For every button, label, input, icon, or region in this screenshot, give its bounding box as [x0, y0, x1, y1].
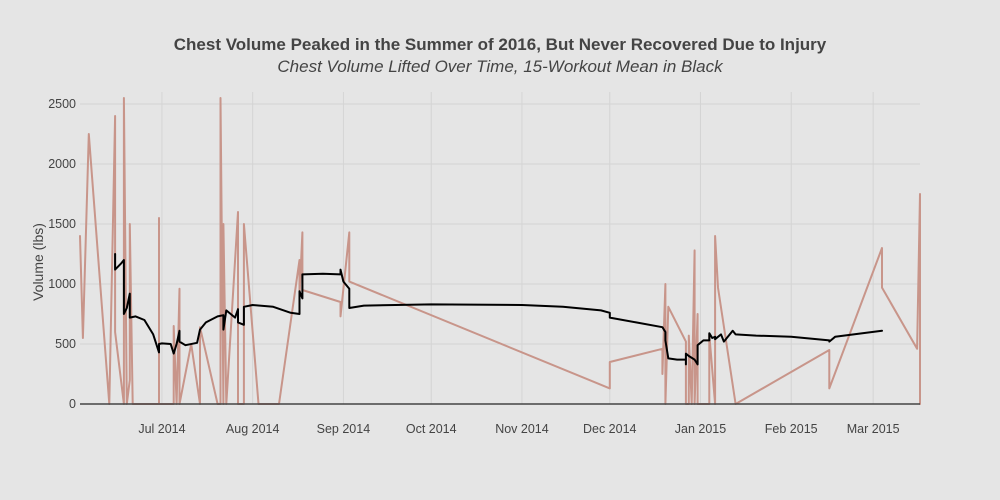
x-tick-label: Jan 2015 — [675, 422, 726, 436]
y-tick-label: 2000 — [48, 157, 76, 171]
axis-layer: 0 500 1000 1500 2000 2500 Jul 2014 Aug 2014 Sep … — [48, 97, 920, 436]
y-tick-label: 500 — [55, 337, 76, 351]
x-tick-label: Aug 2014 — [226, 422, 280, 436]
x-tick-label: Nov 2014 — [495, 422, 549, 436]
y-tick-label: 1000 — [48, 277, 76, 291]
x-tick-label: Dec 2014 — [583, 422, 637, 436]
x-tick-label: Feb 2015 — [765, 422, 818, 436]
chart-subtitle: Chest Volume Lifted Over Time, 15-Workou… — [277, 57, 724, 76]
y-axis-title: Volume (lbs) — [30, 223, 46, 301]
x-tick-label: Mar 2015 — [847, 422, 900, 436]
x-tick-label: Oct 2014 — [406, 422, 457, 436]
y-tick-label: 2500 — [48, 97, 76, 111]
rolling-mean-line — [114, 253, 883, 366]
x-tick-label: Sep 2014 — [317, 422, 371, 436]
x-tick-label: Jul 2014 — [138, 422, 185, 436]
mean-series-layer — [114, 253, 883, 366]
y-tick-label: 0 — [69, 397, 76, 411]
y-tick-label: 1500 — [48, 217, 76, 231]
chart-title: Chest Volume Peaked in the Summer of 201… — [174, 35, 827, 54]
